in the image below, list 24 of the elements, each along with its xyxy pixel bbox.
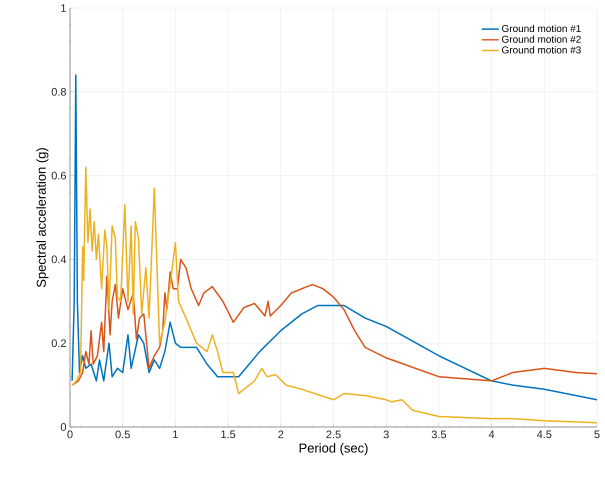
x-tick-label: 4: [488, 430, 494, 438]
x-tick-label: 2.5: [326, 430, 341, 438]
y-tick-label: 0.6: [52, 172, 66, 180]
y-tick-label: 0: [60, 423, 66, 431]
x-tick-label: 0.5: [116, 430, 130, 438]
x-tick-label: 4.5: [536, 430, 552, 438]
x-tick-label: 1: [173, 430, 178, 438]
y-tick-label: 0.2: [52, 339, 66, 348]
y-tick-label: 1: [61, 4, 66, 12]
x-tick-label: 3.5: [432, 430, 446, 438]
x-tick-label: 0: [67, 430, 73, 438]
x-tick-label: 1.5: [221, 430, 236, 438]
y-axis-title: Spectral acceleration (g): [36, 148, 48, 288]
legend-label: Ground motion #3: [502, 46, 581, 54]
y-tick-label: 0.8: [52, 88, 66, 96]
legend-label: Ground motion #2: [502, 35, 581, 43]
line-series: [71, 258, 597, 386]
x-tick-label: 5: [594, 430, 600, 438]
y-tick-label: 0.4: [52, 256, 66, 264]
x-tick-label: 2: [278, 430, 284, 438]
legend-label: Ground motion #1: [502, 24, 581, 32]
line-series: [71, 166, 597, 424]
x-tick-label: 3: [384, 430, 389, 438]
x-axis-title: Period (sec): [300, 443, 368, 456]
